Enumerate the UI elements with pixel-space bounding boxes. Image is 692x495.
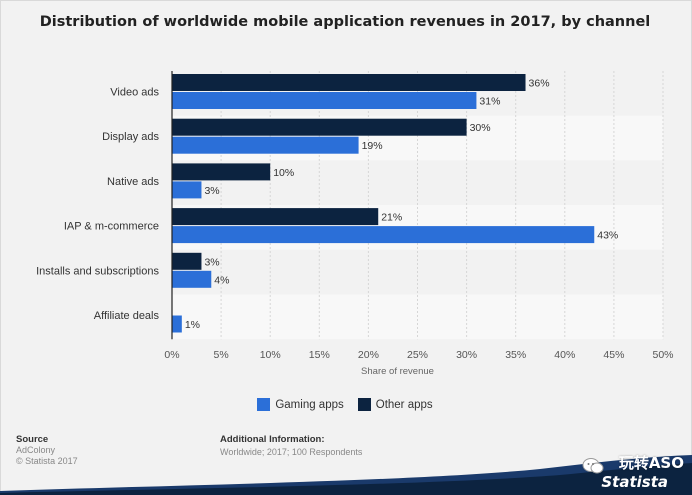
source-heading: Source bbox=[16, 434, 49, 445]
x-tick-label: 5% bbox=[214, 349, 229, 361]
data-label: 3% bbox=[204, 256, 219, 268]
wechat-icon bbox=[582, 458, 604, 474]
x-tick-label: 15% bbox=[309, 349, 330, 361]
data-label: 30% bbox=[470, 122, 491, 134]
bar-other-apps bbox=[172, 252, 202, 270]
legend-label: Gaming apps bbox=[275, 398, 344, 411]
bar-other-apps bbox=[172, 208, 379, 226]
x-tick-label: 20% bbox=[358, 349, 379, 361]
category-label: Affiliate deals bbox=[94, 310, 160, 322]
bar-gaming-apps bbox=[172, 270, 212, 288]
watermark-text: 玩转ASO bbox=[618, 454, 684, 472]
bar-gaming-apps bbox=[172, 181, 202, 199]
legend-swatch bbox=[357, 398, 371, 411]
legend-item[interactable]: Gaming apps bbox=[257, 398, 344, 411]
x-axis-title: Share of revenue bbox=[361, 366, 434, 377]
source-line: AdColony bbox=[16, 445, 56, 455]
bar-gaming-apps bbox=[172, 92, 477, 109]
bar-gaming-apps bbox=[172, 136, 359, 154]
bar-gaming-apps bbox=[172, 315, 182, 333]
data-label: 10% bbox=[273, 167, 294, 179]
x-tick-label: 30% bbox=[456, 349, 477, 361]
copyright-line: © Statista 2017 bbox=[16, 456, 78, 466]
x-tick-label: 50% bbox=[652, 349, 673, 361]
category-label: IAP & m-commerce bbox=[64, 221, 159, 233]
data-label: 31% bbox=[479, 96, 500, 108]
data-label: 36% bbox=[529, 78, 550, 90]
category-label: Native ads bbox=[107, 176, 159, 188]
x-tick-label: 35% bbox=[505, 349, 526, 361]
statista-logo: Statista bbox=[601, 473, 668, 491]
bar-gaming-apps bbox=[172, 226, 595, 244]
x-tick-label: 40% bbox=[554, 349, 575, 361]
bar-chart: 0% 5% 10% 15% 20% 25% 30% 35% 40% 45% 50% Share of … bbox=[36, 71, 674, 377]
additional-info-block: Additional Information: Worldwide; 2017;… bbox=[220, 434, 362, 458]
data-label: 21% bbox=[381, 212, 402, 224]
category-label: Installs and subscriptions bbox=[36, 265, 159, 277]
data-label: 3% bbox=[204, 185, 219, 197]
x-tick-label: 10% bbox=[260, 349, 281, 361]
x-tick-label: 0% bbox=[164, 349, 179, 361]
legend-swatch bbox=[257, 398, 271, 411]
additional-info-heading: Additional Information: bbox=[220, 434, 325, 445]
x-tick-label: 25% bbox=[407, 349, 428, 361]
footer-swoosh bbox=[0, 455, 692, 495]
additional-info-text: Worldwide; 2017; 100 Respondents bbox=[220, 447, 363, 457]
bar-other-apps bbox=[172, 163, 271, 181]
category-label: Video ads bbox=[110, 87, 159, 99]
data-label: 1% bbox=[185, 319, 200, 331]
chart-title: Distribution of worldwide mobile applica… bbox=[0, 10, 690, 34]
data-label: 19% bbox=[362, 140, 383, 152]
chart-title-text: Distribution of worldwide mobile applica… bbox=[39, 14, 651, 30]
x-tick-label: 45% bbox=[603, 349, 624, 361]
legend-label: Other apps bbox=[375, 398, 433, 411]
source-block: Source AdColony © Statista 2017 bbox=[16, 434, 78, 467]
data-label: 43% bbox=[597, 230, 618, 242]
data-label: 4% bbox=[214, 274, 229, 286]
category-label: Display ads bbox=[102, 131, 159, 143]
bar-other-apps bbox=[172, 118, 467, 136]
bar-other-apps bbox=[172, 74, 526, 91]
legend-item[interactable]: Other apps bbox=[357, 398, 433, 411]
legend: Gaming apps Other apps bbox=[0, 398, 690, 411]
